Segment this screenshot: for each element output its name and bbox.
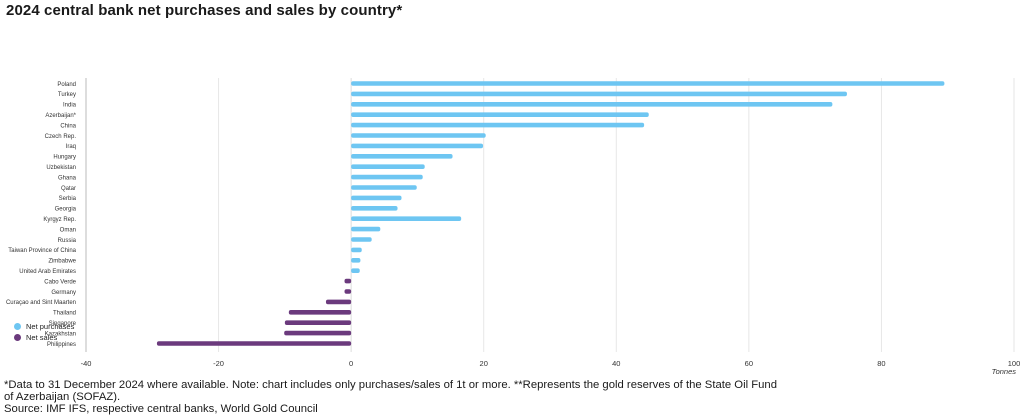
category-label: Iraq bbox=[66, 144, 76, 150]
bar bbox=[344, 289, 352, 294]
category-label: Singapore bbox=[49, 321, 77, 327]
bar bbox=[284, 320, 352, 325]
bar bbox=[325, 299, 352, 305]
bar bbox=[351, 268, 360, 273]
x-tick-label: 80 bbox=[877, 359, 885, 368]
bar bbox=[351, 226, 381, 232]
chart-title: 2024 central bank net purchases and sale… bbox=[6, 2, 403, 19]
category-label: Kazakhstan bbox=[45, 331, 76, 337]
bar bbox=[344, 278, 352, 284]
category-label: Czech Rep. bbox=[45, 134, 77, 140]
x-tick-label: 0 bbox=[349, 359, 353, 368]
category-label: Poland bbox=[57, 82, 76, 88]
chart-legend: Net purchases Net sales bbox=[14, 321, 74, 343]
category-label: Philippines bbox=[47, 342, 76, 348]
bar bbox=[156, 341, 352, 346]
x-tick-label: 60 bbox=[745, 359, 753, 368]
category-labels: Poland Turkey India Azerbaijan* China Czech R… bbox=[6, 82, 77, 348]
category-label: Cabo Verde bbox=[44, 279, 76, 285]
chart-grid bbox=[85, 78, 1015, 352]
bar bbox=[351, 247, 362, 253]
x-tick-label: 20 bbox=[480, 359, 488, 368]
category-label: India bbox=[63, 103, 77, 109]
bar bbox=[351, 102, 833, 107]
x-tick-label: -20 bbox=[213, 359, 224, 368]
category-label: Thailand bbox=[53, 311, 76, 317]
bar bbox=[351, 112, 649, 117]
bar bbox=[351, 195, 402, 201]
category-label: Germany bbox=[51, 290, 76, 296]
category-label: Zimbabwe bbox=[48, 259, 76, 265]
category-label: Qatar bbox=[61, 186, 76, 192]
bar bbox=[351, 206, 398, 211]
chart-source: Source: IMF IFS, respective central bank… bbox=[4, 403, 318, 415]
category-label: Hungary bbox=[53, 155, 76, 161]
bar bbox=[351, 185, 417, 190]
bar bbox=[351, 91, 847, 97]
bar bbox=[351, 133, 486, 138]
legend-label-purchases: Net purchases bbox=[26, 322, 75, 331]
category-label: Ghana bbox=[58, 175, 77, 181]
bar bbox=[351, 81, 945, 86]
bar bbox=[351, 122, 645, 128]
legend-item-purchases: Net purchases bbox=[14, 321, 74, 332]
category-label: Serbia bbox=[59, 196, 77, 202]
bar bbox=[351, 154, 453, 159]
category-label: Georgia bbox=[55, 207, 77, 213]
bar bbox=[351, 164, 425, 169]
category-label: Taiwan Province of China bbox=[8, 248, 76, 254]
legend-swatch-purchases bbox=[14, 323, 21, 330]
bar bbox=[351, 174, 423, 180]
category-label: Azerbaijan* bbox=[45, 113, 76, 119]
bar bbox=[351, 143, 484, 149]
category-label: Uzbekistan bbox=[46, 165, 76, 171]
x-tick-label: 40 bbox=[612, 359, 620, 368]
bar bbox=[351, 237, 372, 242]
chart-footnote: *Data to 31 December 2024 where availabl… bbox=[4, 379, 777, 404]
bar bbox=[351, 216, 462, 221]
x-tick-labels: -40 -20 0 20 40 60 80 100 bbox=[81, 359, 1021, 368]
legend-item-sales: Net sales bbox=[14, 332, 74, 343]
legend-label-sales: Net sales bbox=[26, 333, 58, 342]
category-label: United Arab Emirates bbox=[19, 269, 76, 275]
x-tick-label: -40 bbox=[81, 359, 92, 368]
category-label: Curaçao and Sint Maarten bbox=[6, 300, 76, 306]
category-label: Russia bbox=[58, 238, 77, 244]
x-axis-label: Tonnes bbox=[992, 367, 1017, 376]
bar bbox=[351, 258, 361, 263]
bar bbox=[288, 310, 352, 315]
category-label: Turkey bbox=[58, 92, 76, 98]
category-label: China bbox=[60, 123, 76, 129]
x-tick-label: 100 bbox=[1008, 359, 1021, 368]
chart-bars bbox=[156, 81, 945, 346]
bar-chart: Poland Turkey India Azerbaijan* China Czech R… bbox=[6, 78, 1021, 376]
category-label: Oman bbox=[60, 227, 76, 233]
bar bbox=[284, 330, 352, 336]
category-label: Kyrgyz Rep. bbox=[43, 217, 76, 223]
legend-swatch-sales bbox=[14, 334, 21, 341]
